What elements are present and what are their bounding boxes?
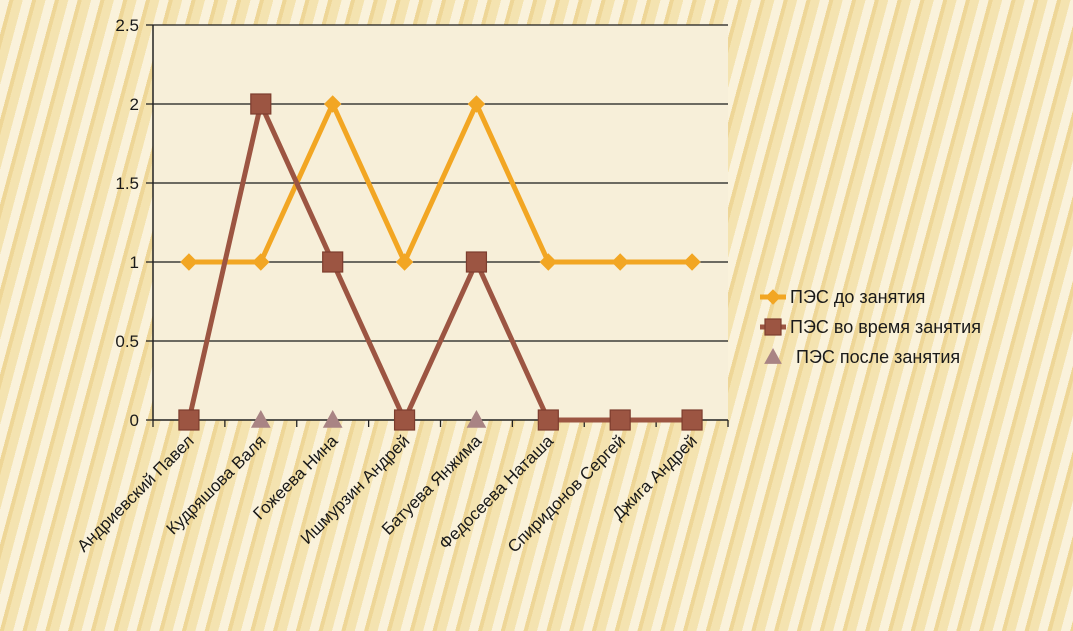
point-marker xyxy=(393,409,416,431)
legend-label: ПЭС после занятия xyxy=(796,347,960,367)
point-marker xyxy=(323,95,342,113)
legend-marker xyxy=(764,318,782,336)
legend-marker xyxy=(764,347,782,364)
legend-label: ПЭС во время занятия xyxy=(790,317,981,337)
point-marker xyxy=(395,253,414,271)
point-marker xyxy=(252,253,270,271)
point-marker xyxy=(681,409,703,431)
legend-label: ПЭС до занятия xyxy=(790,287,925,307)
y-tick-label: 1 xyxy=(130,253,139,272)
point-marker xyxy=(322,251,344,273)
y-tick-label: 2 xyxy=(130,95,139,114)
point-marker xyxy=(466,409,487,428)
point-marker xyxy=(465,251,488,273)
point-marker xyxy=(180,253,198,271)
point-marker xyxy=(178,409,200,431)
x-tick-label: Андриевский Павел xyxy=(73,431,197,555)
point-marker xyxy=(250,93,272,115)
y-tick-label: 1.5 xyxy=(115,174,139,193)
point-marker xyxy=(539,253,558,271)
series-line xyxy=(186,101,695,265)
y-tick-label: 0 xyxy=(130,411,139,430)
legend: ПЭС до занятия ПЭС во время занятия ПЭС по… xyxy=(760,287,981,367)
series-line xyxy=(186,101,695,423)
y-tick-label: 2.5 xyxy=(115,16,139,35)
y-tick-labels: 0 0.5 1 1.5 2 2.5 xyxy=(115,16,139,430)
y-tick-label: 0.5 xyxy=(115,332,139,351)
point-marker xyxy=(611,253,629,271)
series xyxy=(178,93,703,431)
point-marker xyxy=(537,409,559,431)
plot-area xyxy=(153,25,728,420)
legend-marker xyxy=(765,289,781,305)
point-marker xyxy=(250,409,271,428)
point-marker xyxy=(683,253,701,271)
point-marker xyxy=(467,95,486,113)
point-marker xyxy=(322,409,343,428)
x-tick-label: Спиридонов Сергей xyxy=(504,431,629,556)
point-marker xyxy=(609,409,631,431)
